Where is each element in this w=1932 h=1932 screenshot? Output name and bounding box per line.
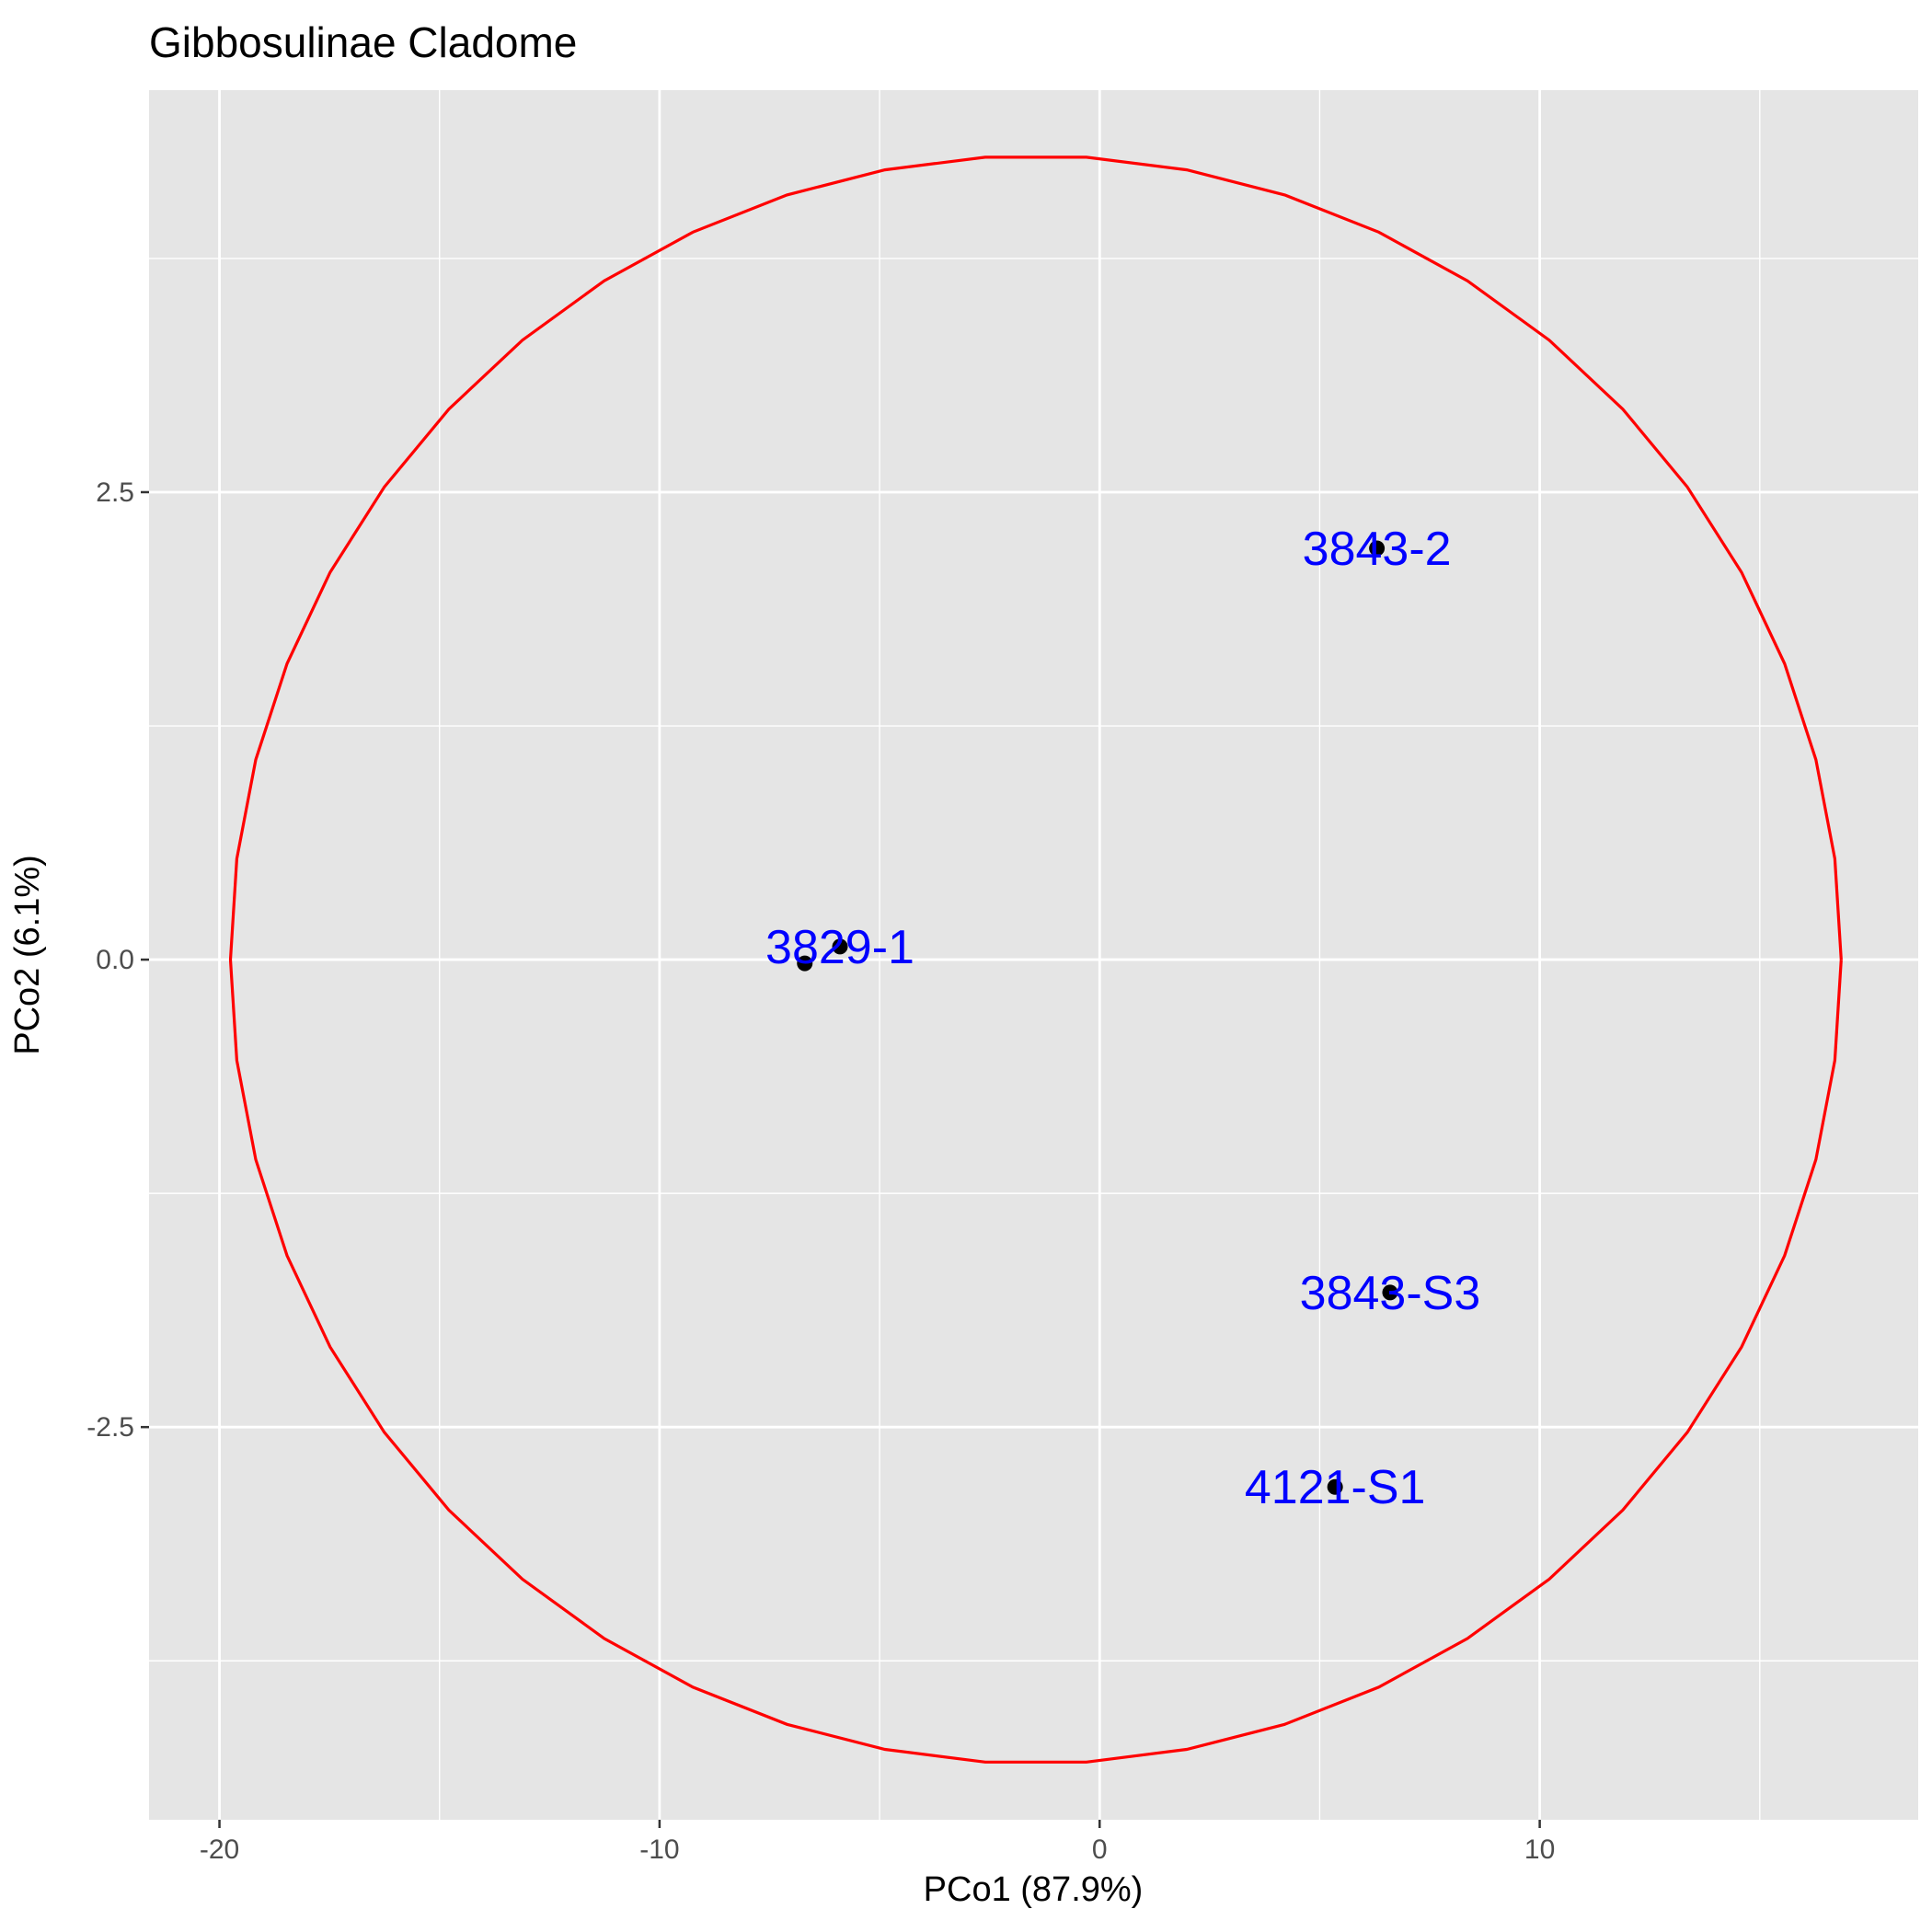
point-label: 3829-1 — [765, 921, 914, 974]
x-tick-label: 0 — [1092, 1834, 1108, 1865]
y-tick-label: -2.5 — [86, 1412, 134, 1443]
data-point — [832, 938, 848, 955]
plot-panel — [149, 90, 1918, 1820]
x-tick-label: -20 — [200, 1834, 239, 1865]
point-label: 4121-S1 — [1245, 1461, 1426, 1514]
point-labels-layer: 3829-1 3843-2 3843-S3 4121-S1 — [765, 523, 1480, 1514]
minor-gridlines — [149, 90, 1918, 1820]
circle-layer — [228, 155, 1843, 1764]
point-label: 3843-S3 — [1300, 1267, 1481, 1320]
x-axis-title: PCo1 (87.9%) — [924, 1870, 1144, 1909]
y-axis-title: PCo2 (6.1%) — [8, 855, 47, 1055]
x-tick-label: 10 — [1524, 1834, 1555, 1865]
x-axis: -20 -10 0 10 — [200, 1820, 1555, 1865]
confidence-ellipse — [228, 155, 1843, 1764]
chart-title: Gibbosulinae Cladome — [149, 18, 577, 66]
y-axis: -2.5 0.0 2.5 — [86, 477, 149, 1443]
y-tick-label: 2.5 — [96, 477, 134, 508]
y-tick-label: 0.0 — [96, 945, 134, 975]
point-label: 3843-2 — [1303, 523, 1452, 576]
x-tick-label: -10 — [639, 1834, 679, 1865]
data-point — [1382, 1284, 1398, 1301]
data-point — [797, 955, 813, 972]
data-point — [1369, 540, 1386, 557]
major-gridlines — [149, 90, 1918, 1820]
data-point — [1327, 1478, 1343, 1495]
points-layer — [797, 540, 1398, 1495]
